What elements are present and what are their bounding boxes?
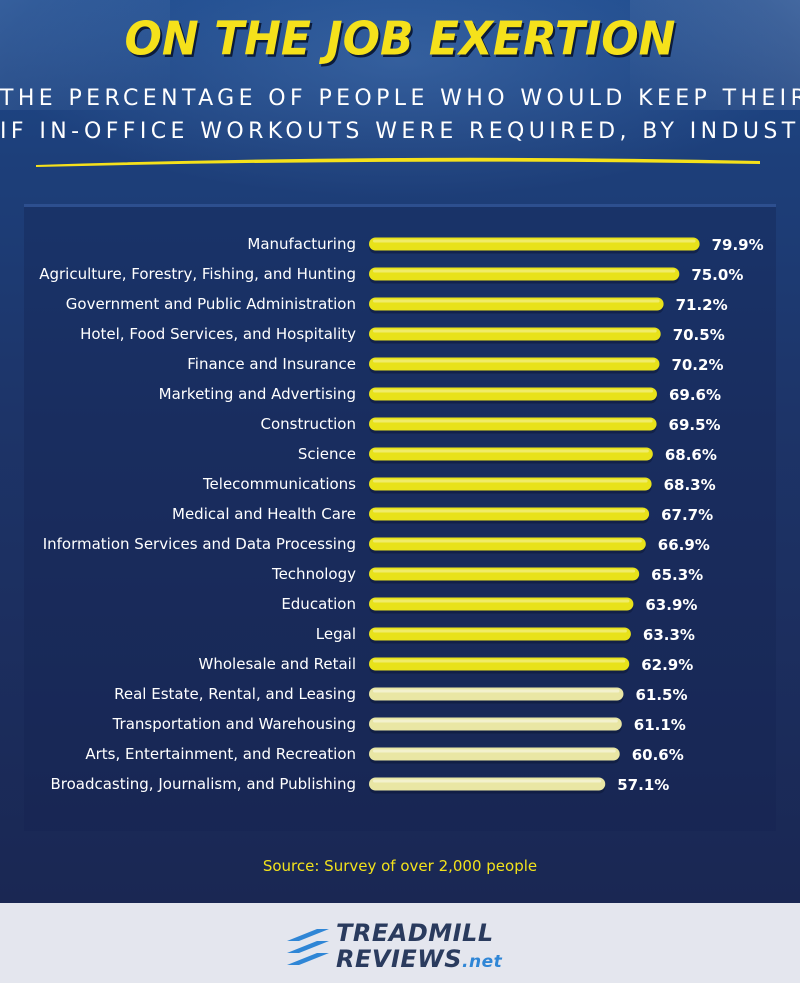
bar [369, 417, 657, 431]
bar-highlight [373, 239, 696, 243]
subtitle-line-1: THE PERCENTAGE OF PEOPLE WHO WOULD KEEP … [0, 86, 800, 111]
bar [369, 567, 640, 581]
bar-highlight [373, 299, 660, 303]
bar-highlight [373, 599, 630, 603]
treadmill-reviews-logo-icon [287, 929, 329, 965]
brand-name-reviews: REVIEWS [336, 945, 463, 973]
bar-highlight [373, 269, 676, 273]
value-label: 79.9% [712, 236, 764, 254]
category-label: Medical and Health Care [172, 505, 356, 523]
bar-highlight [373, 329, 657, 333]
category-label: Wholesale and Retail [199, 655, 356, 673]
value-label: 60.6% [632, 746, 684, 764]
bar-highlight [373, 629, 627, 633]
value-label: 65.3% [651, 566, 703, 584]
value-label: 69.5% [669, 416, 721, 434]
category-label: Real Estate, Rental, and Leasing [114, 685, 356, 703]
bar-highlight [373, 719, 618, 723]
bar [369, 537, 646, 551]
bar [369, 387, 657, 401]
category-label: Arts, Entertainment, and Recreation [85, 745, 356, 763]
bar [369, 717, 622, 731]
bar [369, 657, 630, 671]
bar [369, 687, 624, 701]
category-label: Legal [316, 625, 356, 643]
brand-suffix: .net [462, 952, 503, 972]
bar [369, 477, 652, 491]
category-label: Finance and Insurance [187, 355, 356, 373]
value-label: 61.5% [635, 686, 687, 704]
category-label: Science [298, 445, 356, 463]
bar-highlight [373, 689, 620, 693]
category-label: Education [281, 595, 356, 613]
category-label: Information Services and Data Processing [43, 535, 356, 553]
category-label: Broadcasting, Journalism, and Publishing [50, 775, 356, 793]
bar-highlight [373, 779, 602, 783]
bar-highlight [373, 359, 656, 363]
value-label: 63.9% [645, 596, 697, 614]
value-label: 70.5% [673, 326, 725, 344]
category-label: Transportation and Warehousing [112, 715, 356, 733]
source-note: Source: Survey of over 2,000 people [262, 857, 538, 875]
bar [369, 447, 653, 461]
header-backdrop [0, 0, 800, 200]
category-label: Hotel, Food Services, and Hospitality [80, 325, 356, 343]
bar-highlight [373, 569, 636, 573]
value-label: 70.2% [671, 356, 723, 374]
bar-highlight [373, 539, 642, 543]
value-label: 63.3% [643, 626, 695, 644]
category-label: Technology [271, 565, 356, 583]
bar [369, 507, 650, 521]
value-label: 71.2% [676, 296, 728, 314]
bar [369, 777, 606, 791]
category-label: Marketing and Advertising [159, 385, 356, 403]
bar-highlight [373, 749, 616, 753]
bar-highlight [373, 449, 649, 453]
bar [369, 747, 620, 761]
bar [369, 327, 661, 341]
bar [369, 237, 700, 251]
bar [369, 267, 680, 281]
brand-name-line-2: REVIEWS.net [336, 945, 502, 973]
category-label: Construction [260, 415, 356, 433]
title-underline-swoosh [36, 157, 760, 167]
bar [369, 597, 634, 611]
value-label: 57.1% [617, 776, 669, 794]
bar [369, 297, 664, 311]
value-label: 69.6% [669, 386, 721, 404]
category-label: Agriculture, Forestry, Fishing, and Hunt… [39, 265, 356, 283]
value-label: 62.9% [641, 656, 693, 674]
value-label: 67.7% [661, 506, 713, 524]
bar [369, 627, 631, 641]
category-label: Government and Public Administration [66, 295, 356, 313]
bar-highlight [373, 509, 646, 513]
subtitle-line-2: IF IN-OFFICE WORKOUTS WERE REQUIRED, BY … [0, 119, 800, 144]
category-label: Manufacturing [247, 235, 356, 253]
bar-highlight [373, 389, 653, 393]
bar-highlight [373, 659, 626, 663]
value-label: 75.0% [691, 266, 743, 284]
bar-highlight [373, 419, 653, 423]
bar-highlight [373, 479, 648, 483]
value-label: 68.3% [664, 476, 716, 494]
bar [369, 357, 660, 371]
value-label: 68.6% [665, 446, 717, 464]
header-photo-stretching-woman [630, 0, 800, 110]
brand-name-line-1: TREADMILL [336, 919, 494, 947]
page-title: ON THE JOB EXERTION [124, 12, 676, 67]
footer-bar [0, 903, 800, 983]
value-label: 61.1% [634, 716, 686, 734]
header-photo-office-man [0, 0, 170, 110]
category-label: Telecommunications [202, 475, 356, 493]
value-label: 66.9% [658, 536, 710, 554]
